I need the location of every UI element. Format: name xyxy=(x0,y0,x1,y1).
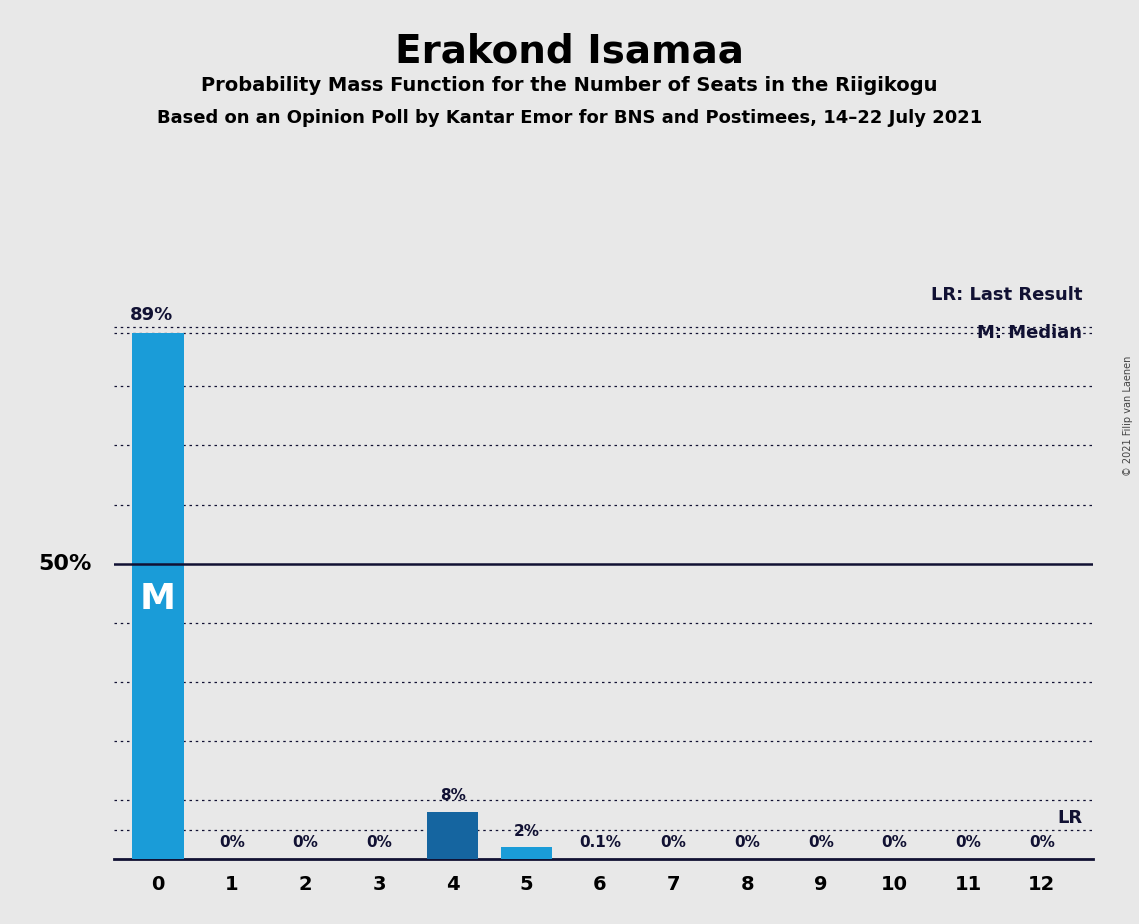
Text: 2%: 2% xyxy=(514,823,540,839)
Text: Probability Mass Function for the Number of Seats in the Riigikogu: Probability Mass Function for the Number… xyxy=(202,76,937,95)
Bar xyxy=(132,333,183,859)
Text: 0%: 0% xyxy=(366,835,392,850)
Text: 0%: 0% xyxy=(293,835,318,850)
Text: 0%: 0% xyxy=(956,835,981,850)
Text: 0%: 0% xyxy=(219,835,245,850)
Text: Based on an Opinion Poll by Kantar Emor for BNS and Postimees, 14–22 July 2021: Based on an Opinion Poll by Kantar Emor … xyxy=(157,109,982,127)
Text: 8%: 8% xyxy=(440,788,466,803)
Text: © 2021 Filip van Laenen: © 2021 Filip van Laenen xyxy=(1123,356,1133,476)
Text: Erakond Isamaa: Erakond Isamaa xyxy=(395,32,744,70)
Text: M: M xyxy=(140,582,177,616)
Text: 0%: 0% xyxy=(735,835,760,850)
Text: LR: LR xyxy=(1057,808,1082,827)
Text: 50%: 50% xyxy=(39,553,92,574)
Text: 0.1%: 0.1% xyxy=(579,835,621,850)
Text: 0%: 0% xyxy=(661,835,687,850)
Bar xyxy=(500,847,552,859)
Text: 0%: 0% xyxy=(1029,835,1055,850)
Text: 0%: 0% xyxy=(882,835,908,850)
Text: 0%: 0% xyxy=(808,835,834,850)
Bar xyxy=(427,812,478,859)
Text: 89%: 89% xyxy=(130,306,173,324)
Text: LR: Last Result: LR: Last Result xyxy=(931,286,1082,304)
Text: M: Median: M: Median xyxy=(977,324,1082,342)
